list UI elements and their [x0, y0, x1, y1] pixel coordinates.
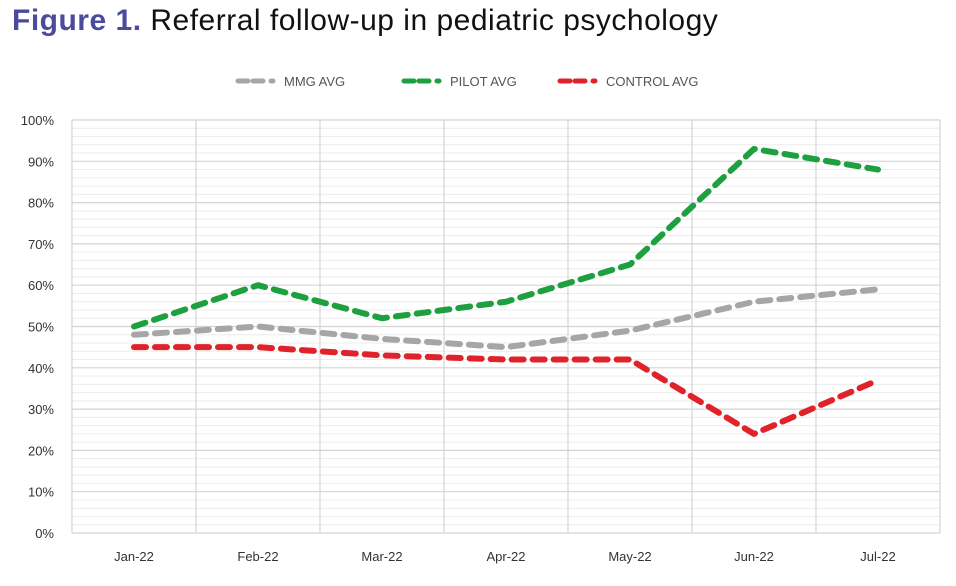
series-line-control-avg — [131, 344, 881, 437]
y-tick-label: 100% — [21, 113, 55, 128]
x-tick-label: Jan-22 — [114, 549, 154, 564]
legend-label: PILOT AVG — [450, 74, 517, 89]
x-tick-label: May-22 — [608, 549, 651, 564]
figure-title: Figure 1. Referral follow-up in pediatri… — [12, 4, 718, 38]
x-tick-label: Jun-22 — [734, 549, 774, 564]
figure-label: Figure 1. — [12, 4, 142, 37]
y-tick-label: 80% — [28, 196, 54, 211]
x-tick-label: Jul-22 — [860, 549, 895, 564]
legend-label: MMG AVG — [284, 74, 345, 89]
figure-caption: Referral follow-up in pediatric psycholo… — [150, 4, 719, 37]
y-tick-label: 90% — [28, 154, 54, 169]
y-tick-label: 70% — [28, 237, 54, 252]
y-tick-label: 0% — [35, 526, 54, 541]
y-tick-label: 60% — [28, 278, 54, 293]
x-tick-label: Mar-22 — [361, 549, 402, 564]
x-tick-label: Apr-22 — [486, 549, 525, 564]
y-tick-label: 40% — [28, 361, 54, 376]
legend-label: CONTROL AVG — [606, 74, 698, 89]
y-tick-label: 10% — [28, 485, 54, 500]
x-tick-label: Feb-22 — [237, 549, 278, 564]
y-tick-label: 20% — [28, 443, 54, 458]
y-tick-label: 50% — [28, 320, 54, 335]
y-tick-label: 30% — [28, 402, 54, 417]
